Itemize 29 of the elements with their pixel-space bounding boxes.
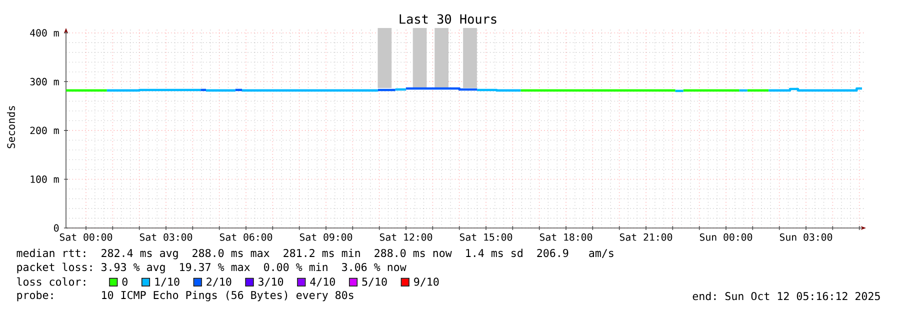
x-tick-label: Sat 03:00 — [140, 233, 192, 241]
x-tick-label: Sat 15:00 — [460, 233, 512, 241]
x-tick-label: Sun 00:00 — [700, 233, 752, 241]
y-tick-label: 200 m — [30, 126, 59, 134]
y-tick-label: 100 m — [30, 175, 59, 183]
text: end: Sun Oct 12 05:16:12 2025 — [692, 292, 880, 300]
legend-label: 0 — [122, 278, 128, 286]
legend-label: 4/10 — [310, 278, 335, 287]
legend-label: 9/10 — [414, 278, 439, 287]
x-tick-label: Sun 03:00 — [780, 233, 832, 241]
chart-title: Last 30 Hours — [400, 14, 496, 24]
x-tick-label: Sat 18:00 — [540, 233, 592, 241]
x-tick-label: Sat 09:00 — [300, 233, 352, 241]
text: median rtt: 282.4 ms avg 288.0 ms max 281.2 ms min 288.0 ms now 1.4 ms sd 206.9 am/s — [16, 248, 614, 260]
legend-label: 1/10 — [155, 278, 180, 287]
text: packet loss: 3.93 % avg 19.37 % max 0.00 % min 3.06 % now — [17, 262, 406, 274]
y-axis-title: Seconds — [6, 106, 16, 148]
y-tick-label: 300 m — [30, 78, 59, 86]
x-tick-label: Sat 06:00 — [220, 233, 272, 241]
y-tick-label: 400 m — [30, 29, 59, 37]
text: probe: 10 ICMP Echo Pings (56 Bytes) every 80s — [17, 290, 354, 302]
legend-label: 5/10 — [362, 278, 387, 287]
legend-label: 3/10 — [258, 278, 284, 287]
x-tick-label: Sat 21:00 — [620, 233, 672, 241]
x-tick-label: Sat 12:00 — [380, 233, 432, 241]
x-tick-label: Sat 00:00 — [60, 233, 112, 241]
y-tick-label: 0 — [54, 224, 59, 232]
legend-label: 2/10 — [206, 278, 232, 287]
legend-title: loss color: — [17, 277, 86, 286]
